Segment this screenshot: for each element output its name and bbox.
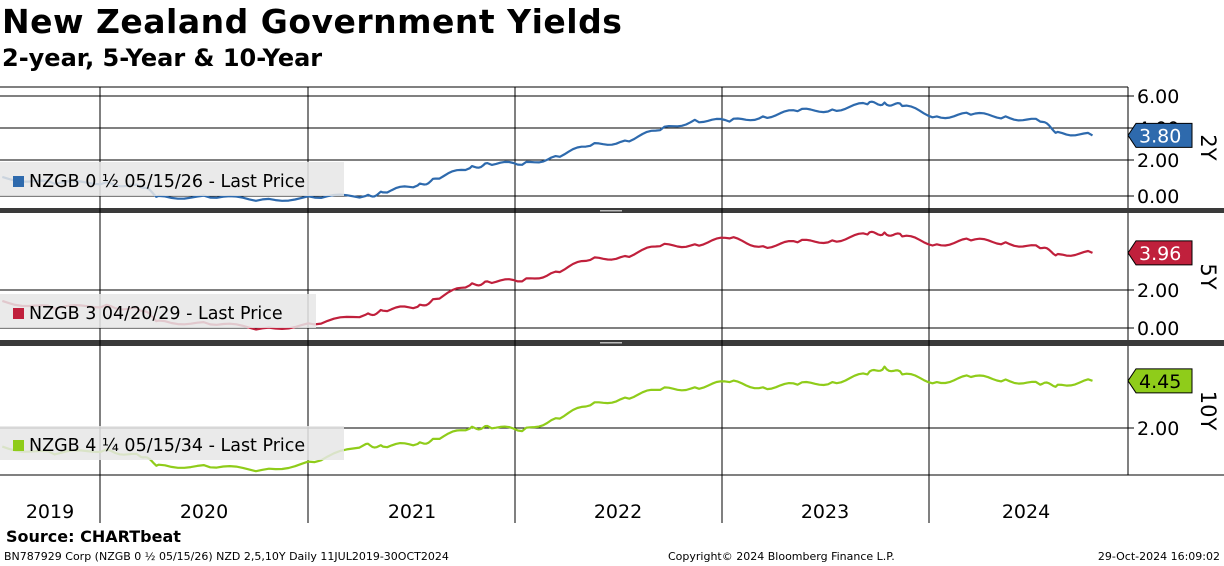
x-tick-label: 2022 bbox=[594, 501, 642, 523]
legend-swatch-y5 bbox=[13, 308, 24, 319]
y-tick-label: 6.00 bbox=[1137, 86, 1179, 108]
legend-label-y10: NZGB 4 ¼ 05/15/34 - Last Price bbox=[29, 436, 305, 456]
last-value-label-y2: 3.80 bbox=[1139, 125, 1181, 147]
legend-box-y5 bbox=[0, 294, 316, 328]
last-value-label-y10: 4.45 bbox=[1139, 371, 1181, 393]
last-value-tag-y10 bbox=[1127, 368, 1193, 394]
axis-label-y5: 5Y bbox=[1196, 263, 1220, 289]
y-tick-label: 2.00 bbox=[1137, 418, 1179, 440]
y-tick-label: 0.00 bbox=[1137, 186, 1179, 208]
separator-handle bbox=[600, 342, 622, 344]
axis-label-y10: 10Y bbox=[1196, 391, 1220, 431]
legend-swatch-y2 bbox=[13, 176, 24, 187]
axis-label-y2: 2Y bbox=[1196, 134, 1220, 160]
chart-subtitle: 2-year, 5-Year & 10-Year bbox=[2, 44, 323, 72]
legend-box-y10 bbox=[0, 426, 344, 460]
legend-swatch-y10 bbox=[13, 440, 24, 451]
x-tick-label: 2024 bbox=[1002, 501, 1050, 523]
legend-box-y2 bbox=[0, 162, 344, 196]
chart-title: New Zealand Government Yields bbox=[2, 2, 623, 41]
footer-ticker: BN787929 Corp (NZGB 0 ½ 05/15/26) NZD 2,… bbox=[4, 550, 449, 563]
separator-handle bbox=[600, 210, 622, 212]
y-tick-label: 2.00 bbox=[1137, 280, 1179, 302]
x-tick-label: 2020 bbox=[180, 501, 228, 523]
series-line-y10 bbox=[1, 365, 1093, 473]
footer-timestamp: 29-Oct-2024 16:09:02 bbox=[1097, 550, 1220, 563]
last-value-label-y5: 3.96 bbox=[1139, 243, 1181, 265]
x-tick-label: 2019 bbox=[26, 501, 74, 523]
x-tick-label: 2023 bbox=[801, 501, 849, 523]
y-tick-label: 2.00 bbox=[1137, 150, 1179, 172]
footer-copyright: Copyright© 2024 Bloomberg Finance L.P. bbox=[668, 550, 895, 563]
last-value-tag-y2 bbox=[1127, 122, 1193, 148]
y-tick-label: 0.00 bbox=[1137, 318, 1179, 340]
series-line-y2 bbox=[1, 100, 1094, 202]
legend-label-y5: NZGB 3 04/20/29 - Last Price bbox=[29, 304, 283, 324]
last-value-tag-y5 bbox=[1127, 240, 1193, 266]
x-tick-label: 2021 bbox=[388, 501, 436, 523]
source-note: Source: CHARTbeat bbox=[6, 527, 181, 546]
legend-label-y2: NZGB 0 ½ 05/15/26 - Last Price bbox=[29, 172, 305, 192]
